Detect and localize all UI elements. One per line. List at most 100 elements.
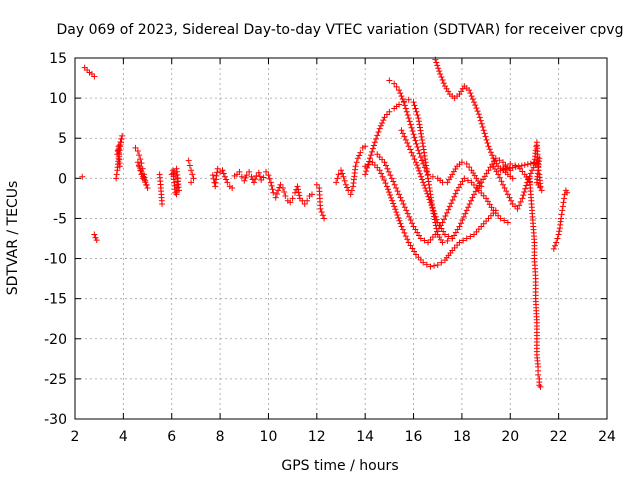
data-point <box>224 179 231 186</box>
data-point <box>524 161 531 168</box>
data-point <box>434 261 441 268</box>
data-point <box>401 133 408 140</box>
data-point <box>385 168 392 175</box>
data-point <box>455 184 462 191</box>
data-point <box>405 115 412 122</box>
data-point <box>388 194 395 201</box>
data-point <box>432 213 439 220</box>
data-point <box>416 150 423 157</box>
data-point <box>414 144 421 151</box>
data-point <box>438 74 445 81</box>
data-point <box>390 200 397 207</box>
data-point <box>415 165 422 172</box>
series-arc-e <box>432 56 516 182</box>
data-point <box>269 186 276 193</box>
series-g13 <box>333 143 369 198</box>
data-point <box>436 222 443 229</box>
x-tick-label: 12 <box>308 429 326 445</box>
data-point <box>356 152 363 159</box>
data-point <box>501 184 508 191</box>
data-point <box>489 152 496 159</box>
data-point <box>352 163 359 170</box>
data-point <box>521 188 528 195</box>
data-point <box>304 197 311 204</box>
data-point <box>383 183 390 190</box>
y-tick-label: -30 <box>44 412 67 428</box>
data-point <box>319 212 326 219</box>
data-point <box>136 163 143 170</box>
data-point <box>175 187 182 194</box>
series-g12 <box>313 181 328 222</box>
data-point <box>265 172 272 179</box>
data-point <box>272 194 279 201</box>
data-point <box>550 245 557 252</box>
data-point <box>341 177 348 184</box>
data-point <box>370 142 377 149</box>
data-point <box>481 173 488 180</box>
data-point <box>267 179 274 186</box>
data-point <box>560 199 567 206</box>
data-point <box>407 146 414 153</box>
y-tick-label: -20 <box>44 332 67 348</box>
data-point <box>91 73 98 80</box>
data-point <box>401 102 408 109</box>
data-point <box>454 187 461 194</box>
data-point <box>137 167 144 174</box>
data-point <box>424 190 431 197</box>
y-tick-label: 5 <box>58 131 67 147</box>
data-point <box>367 155 374 162</box>
data-point <box>415 115 422 122</box>
data-point <box>404 140 411 147</box>
data-point <box>483 170 490 177</box>
series-late <box>550 187 571 252</box>
data-point <box>410 131 417 138</box>
data-point <box>397 90 404 97</box>
data-point <box>445 206 452 213</box>
data-point <box>376 167 383 174</box>
data-point <box>471 99 477 106</box>
y-tick-label: -15 <box>44 292 67 308</box>
data-point <box>134 159 141 166</box>
series-arc-c <box>374 151 511 246</box>
data-point <box>412 137 419 144</box>
data-point <box>429 205 436 212</box>
data-point <box>508 197 515 204</box>
tick-labels: 2 4 6 8 10 12 14 16 18 20 22 24151050-5-10-15-20-25… <box>44 51 616 445</box>
data-point <box>457 220 464 227</box>
data-point <box>333 179 340 186</box>
data-point <box>408 124 415 131</box>
data-point <box>496 174 503 181</box>
data-point <box>483 195 490 202</box>
series-g11 <box>292 183 315 208</box>
data-point <box>406 118 413 125</box>
data-point <box>416 121 423 128</box>
data-point <box>463 160 470 167</box>
y-tick-label: 0 <box>58 171 67 187</box>
data-point <box>139 170 146 177</box>
data-point <box>391 181 398 188</box>
data-point <box>474 185 481 192</box>
series-g8 <box>209 165 236 191</box>
data-point <box>414 111 421 118</box>
data-point <box>480 176 487 183</box>
x-tick-label: 6 <box>167 429 176 445</box>
data-point <box>371 139 378 146</box>
data-point <box>419 140 426 147</box>
data-point <box>387 172 394 179</box>
data-point <box>483 136 490 143</box>
data-point <box>471 191 477 198</box>
data-point <box>411 102 418 109</box>
data-point <box>504 191 511 198</box>
series-g10 <box>263 168 296 206</box>
data-point <box>434 228 441 235</box>
data-point <box>421 164 428 171</box>
data-point <box>388 175 395 182</box>
data-point <box>418 173 425 180</box>
data-point <box>91 231 98 238</box>
data-point <box>318 209 325 216</box>
data-point <box>425 171 432 178</box>
data-point <box>507 160 514 167</box>
data-point <box>464 177 471 184</box>
data-point <box>467 90 474 97</box>
data-point <box>398 223 405 230</box>
